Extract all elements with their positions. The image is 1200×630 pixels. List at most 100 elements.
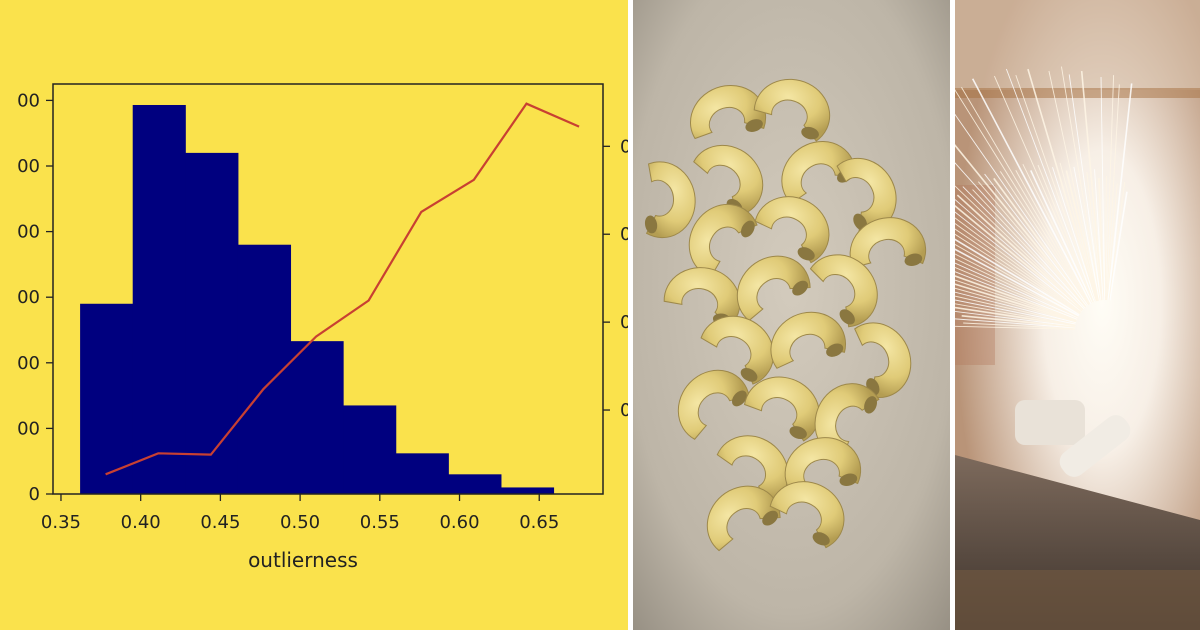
y-tick-label: 0 <box>29 484 40 505</box>
y2-tick-label: 0 <box>620 312 628 333</box>
pasta-photo <box>633 0 950 630</box>
spark-line <box>971 78 1092 304</box>
y2-tick-label: 0 <box>620 400 628 421</box>
spark-line <box>1107 183 1118 301</box>
macaroni-image <box>633 0 950 630</box>
spark-line <box>955 295 1076 324</box>
spark-line <box>955 243 1080 316</box>
spark-line <box>961 315 1076 328</box>
macaroni-piece <box>754 196 830 264</box>
spark-line <box>955 258 1079 318</box>
macaroni-piece <box>849 217 927 269</box>
spark-line <box>1100 77 1105 301</box>
spark-line <box>955 275 1078 321</box>
y-tick-label: 00 <box>17 353 40 374</box>
spark-line <box>955 253 1079 317</box>
spark-line <box>963 322 1076 329</box>
spark-line <box>1107 83 1133 301</box>
chart-panel: 0.35 0.40 0.45 0.50 0.55 0.60 0.65 0 00 00 00 00 00 0… <box>0 0 628 630</box>
spark-line <box>956 194 1084 311</box>
histogram-bar <box>185 152 239 494</box>
spark-line <box>1065 170 1099 302</box>
spark-line <box>955 283 1077 323</box>
spark-line <box>955 325 1076 330</box>
histogram-bar <box>290 341 344 494</box>
spark-line <box>984 173 1088 307</box>
sparks-photo <box>955 0 1200 630</box>
spark-line <box>1015 170 1091 305</box>
x-tick-label: 0.45 <box>200 512 240 533</box>
spark-line <box>955 162 1086 308</box>
line-series <box>105 102 580 476</box>
spark-line <box>955 198 1083 311</box>
spark-line <box>1080 70 1104 301</box>
plot-frame <box>52 83 604 495</box>
macaroni-piece <box>854 322 912 399</box>
macaroni-piece <box>688 203 758 278</box>
histogram-bar <box>132 104 186 494</box>
spark-line <box>994 75 1094 303</box>
spark-line <box>955 217 1082 313</box>
macaroni-piece <box>736 255 811 322</box>
macaroni-piece <box>770 311 847 369</box>
x-tick-label: 0.60 <box>439 512 479 533</box>
spark-line <box>955 223 1081 314</box>
spark-line <box>1030 170 1094 304</box>
spark-line <box>972 189 1085 309</box>
spark-line <box>955 279 1077 321</box>
spark-line <box>1027 68 1098 302</box>
spark-line <box>955 303 1076 326</box>
spark-line <box>955 299 1076 325</box>
spark-line <box>955 318 1076 329</box>
spark-line <box>1037 164 1095 303</box>
spark-line <box>1015 75 1096 302</box>
macaroni-piece <box>753 78 831 142</box>
spark-line <box>1073 166 1100 301</box>
spark-line <box>955 262 1078 319</box>
spark-streaks <box>955 66 1133 330</box>
spark-line <box>1106 84 1120 301</box>
macaroni-piece <box>784 437 862 489</box>
grinding-sparks-image <box>955 0 1200 630</box>
spark-line <box>1094 169 1104 301</box>
spark-line <box>955 238 1080 316</box>
spark-line <box>955 266 1078 319</box>
spark-line <box>955 306 1076 327</box>
spark-line <box>955 211 1082 312</box>
spark-line <box>1104 176 1107 301</box>
x-tick-label: 0.50 <box>280 512 320 533</box>
spark-line <box>955 310 1076 327</box>
histogram-chart: 0.35 0.40 0.45 0.50 0.55 0.60 0.65000000000000… <box>17 83 628 572</box>
macaroni-pile <box>644 78 927 552</box>
y-tick-label: 00 <box>17 156 40 177</box>
y-tick-label: 00 <box>17 418 40 439</box>
macaroni-piece <box>677 369 750 440</box>
y-tick-label: 00 <box>17 287 40 308</box>
y-tick-label: 00 <box>17 90 40 111</box>
spark-line <box>1061 66 1101 301</box>
histogram-bar <box>395 453 449 494</box>
spark-line <box>1108 182 1126 301</box>
spark-line <box>955 113 1089 306</box>
spark-line <box>1068 74 1102 301</box>
y-tick-label: 00 <box>17 222 40 243</box>
spark-line <box>955 144 1087 308</box>
spark-line <box>1108 191 1128 301</box>
spark-line <box>1098 178 1105 301</box>
spark-line <box>955 287 1077 323</box>
spark-line <box>955 89 1090 305</box>
spark-line <box>978 181 1086 308</box>
histogram-bar <box>500 487 555 494</box>
histogram-bar <box>448 474 502 494</box>
spark-line <box>1105 75 1115 301</box>
spark-line <box>955 228 1081 314</box>
spark-line <box>955 248 1079 317</box>
macaroni-piece <box>644 161 696 239</box>
spark-line <box>1005 68 1095 303</box>
spark-line <box>961 87 1091 305</box>
y2-tick-label: 0 <box>620 224 628 245</box>
y2-tick-label: 0 <box>620 136 628 157</box>
spark-line <box>1048 70 1100 301</box>
macaroni-piece <box>836 157 897 233</box>
macaroni-piece <box>769 481 845 549</box>
